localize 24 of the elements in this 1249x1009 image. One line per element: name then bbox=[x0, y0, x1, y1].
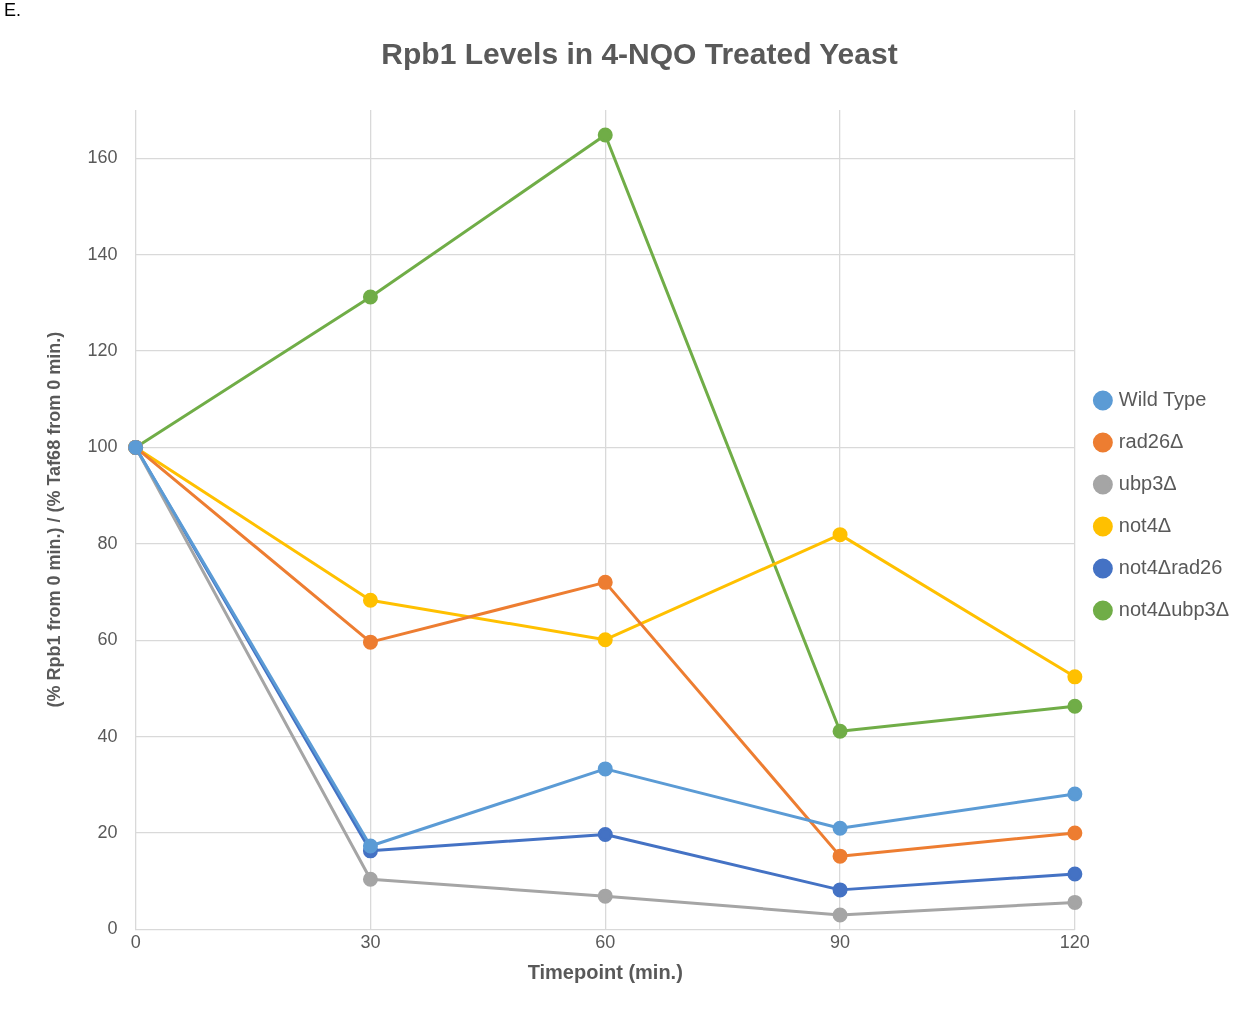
x-axis-title: Timepoint (min.) bbox=[527, 960, 683, 983]
chart-title: Rpb1 Levels in 4-NQO Treated Yeast bbox=[381, 37, 898, 71]
y-tick-label: 20 bbox=[97, 821, 118, 842]
y-tick-label: 120 bbox=[87, 339, 118, 360]
y-tick-label: 80 bbox=[97, 532, 118, 553]
legend-label: not4Δrad26 bbox=[1118, 556, 1223, 579]
y-tick-label: 140 bbox=[87, 243, 118, 264]
text: E. bbox=[4, 0, 22, 20]
x-tick-label: 30 bbox=[360, 932, 381, 953]
legend-label: not4Δubp3Δ bbox=[1118, 598, 1229, 621]
x-tick-label: 0 bbox=[130, 932, 141, 953]
y-axis-title: (% Rpb1 from 0 min.) / (% Taf68 from 0 min.) bbox=[43, 331, 64, 708]
y-tick-label: 160 bbox=[87, 147, 118, 168]
x-tick-label: 120 bbox=[1059, 932, 1090, 953]
y-tick-label: 100 bbox=[87, 436, 118, 457]
x-tick-label: 90 bbox=[830, 932, 851, 953]
y-tick-label: 40 bbox=[97, 725, 118, 746]
x-tick-label: 60 bbox=[595, 932, 616, 953]
legend-label: Wild Type bbox=[1118, 388, 1207, 411]
y-tick-label: 0 bbox=[107, 918, 118, 939]
legend-label: rad26Δ bbox=[1118, 430, 1184, 453]
legend-label: ubp3Δ bbox=[1118, 472, 1177, 495]
legend-label: not4Δ bbox=[1118, 514, 1172, 537]
y-tick-label: 60 bbox=[97, 629, 118, 650]
